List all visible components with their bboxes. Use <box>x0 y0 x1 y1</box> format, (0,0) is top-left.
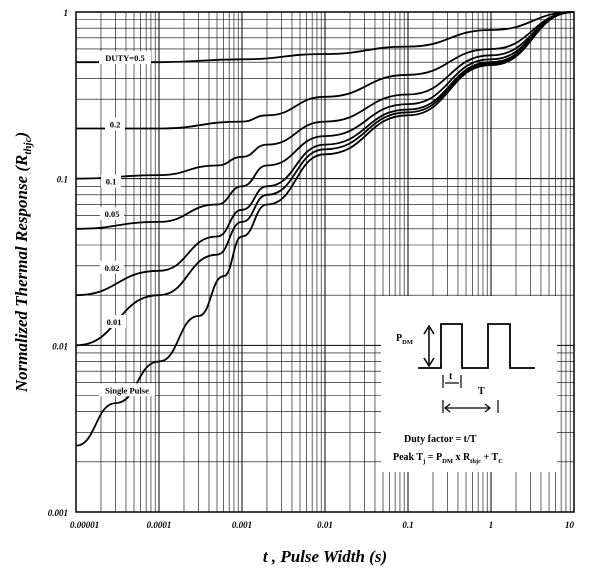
y-tick-label: 1 <box>64 8 69 18</box>
x-tick-label: 0.001 <box>232 520 252 530</box>
x-tick-label: 1 <box>489 520 494 530</box>
series-line-0-01 <box>75 11 575 347</box>
y-tick-label: 0.001 <box>48 508 68 518</box>
x-tick-label: 0.01 <box>317 520 333 530</box>
series-line-duty-0-5 <box>76 11 575 64</box>
duty-cycle-inset: PDM t T Duty factor = t/T Peak Tj = PDM … <box>381 296 557 472</box>
series-line-0-02 <box>75 11 575 297</box>
x-tick-label: 0.0001 <box>147 520 172 530</box>
curve-label: 0.1 <box>106 177 117 187</box>
peak-tj-text: Peak Tj = PDM x Rthjc + TC <box>393 452 503 465</box>
curve-label-bg <box>99 51 151 65</box>
tick-labels: 0.00001 0.0001 0.001 0.01 0.1 1 10 0.001 0.01 0.1… <box>48 8 575 530</box>
duty-factor-text: Duty factor = t/T <box>404 434 477 445</box>
x-tick-label: 0.00001 <box>70 520 99 530</box>
inset-box <box>381 296 557 472</box>
curve-label-bg <box>100 206 124 220</box>
y-tick-label: 0.01 <box>52 341 68 351</box>
curve-label: 0.05 <box>105 209 120 219</box>
y-tick-label: 0.1 <box>57 175 68 185</box>
curve-label-bg <box>101 174 121 188</box>
curve-label: 0.02 <box>105 263 120 273</box>
curve-label: DUTY=0.5 <box>105 53 145 63</box>
T-arrow-head-left <box>444 403 451 413</box>
x-tick-label: 0.1 <box>402 520 413 530</box>
series-line-0-2 <box>75 11 575 130</box>
curve-label-bg <box>102 314 126 328</box>
series-layer <box>75 11 575 447</box>
series-line-single-pulse <box>75 11 575 447</box>
T-label: T <box>478 386 485 397</box>
curve-label: 0.2 <box>110 119 121 129</box>
t-label: t <box>449 371 453 382</box>
series-line-0-05 <box>75 11 575 230</box>
plot-frame <box>75 11 575 513</box>
curve-label-bg <box>105 117 125 131</box>
pdm-label: PDM <box>396 333 413 346</box>
curve-labels: DUTY=0.5 0.2 0.1 0.05 0.02 0.01 Single Pulse <box>99 51 155 397</box>
y-axis-title: Normalized Thermal Response (Rthjc) <box>12 132 34 393</box>
T-arrow-head-right <box>484 403 491 413</box>
pulse-waveform <box>418 323 535 369</box>
curve-label: Single Pulse <box>105 385 149 395</box>
x-axis-title: t , Pulse Width (s) <box>263 547 387 566</box>
pdm-arrow-head-down <box>423 357 435 368</box>
curve-label: 0.01 <box>107 317 122 327</box>
curve-label-bg <box>100 260 124 274</box>
curve-label-bg <box>99 383 155 397</box>
pdm-arrow-head-up <box>423 324 435 335</box>
series-line-0-1 <box>75 11 575 180</box>
x-tick-label: 10 <box>565 520 575 530</box>
